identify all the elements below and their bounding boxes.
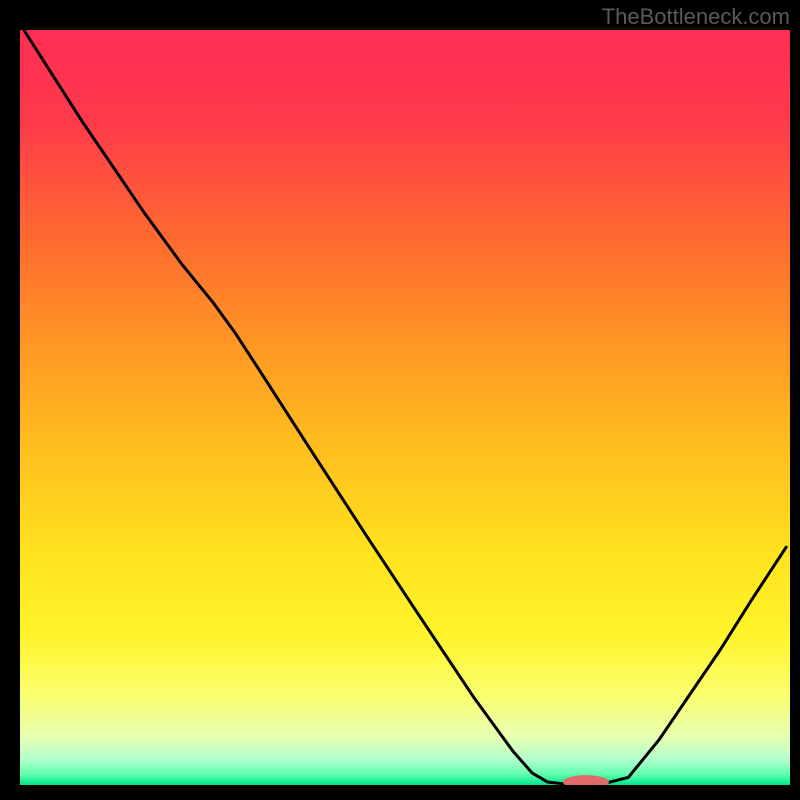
bottleneck-curve-chart [20, 30, 790, 785]
chart-gradient-background [20, 30, 790, 785]
chart-plot-area [20, 30, 790, 785]
watermark-text: TheBottleneck.com [602, 4, 790, 30]
